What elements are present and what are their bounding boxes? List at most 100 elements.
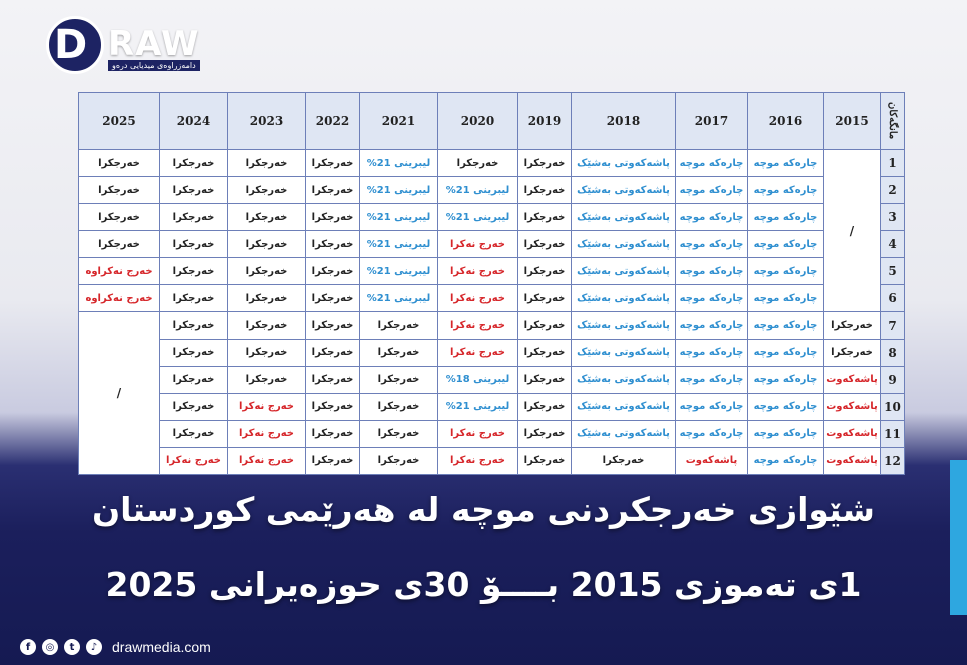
cell-2016: چارەکە موچە xyxy=(747,338,824,367)
cell-2015: پاشەکەوت xyxy=(823,365,881,394)
cell-2016: چارەکە موچە xyxy=(747,365,824,394)
cell-2024: خەرجکرا xyxy=(159,176,228,205)
cell-2020: لیبرینی 18% xyxy=(437,365,518,394)
website-link[interactable]: drawmedia.com xyxy=(112,639,211,655)
cell-2018: پاشەکەوتی بەشێک xyxy=(571,203,676,232)
cell-2023: خەرج نەکرا xyxy=(227,446,306,476)
cell-2018: پاشەکەوتی بەشێک xyxy=(571,338,676,367)
cell-2024: خەرجکرا xyxy=(159,203,228,232)
cell-2016: چارەکە موچە xyxy=(747,148,824,178)
month-number: 9 xyxy=(880,365,905,394)
cell-2025: خەرج نەکراوە xyxy=(78,257,160,286)
cell-2024: خەرجکرا xyxy=(159,257,228,286)
cell-2019: خەرجکرا xyxy=(517,392,572,421)
cell-2017: چارەکە موچە xyxy=(675,419,748,448)
cell-2020: خەرج نەکرا xyxy=(437,284,518,313)
cell-2019: خەرجکرا xyxy=(517,257,572,286)
month-number: 12 xyxy=(880,446,905,476)
cell-2020: خەرج نەکرا xyxy=(437,230,518,259)
cell-2020: خەرجکرا xyxy=(437,148,518,178)
cell-2017: پاشەکەوت xyxy=(675,446,748,476)
cell-2016: چارەکە موچە xyxy=(747,311,824,340)
cell-2020: لیبرینی 21% xyxy=(437,176,518,205)
table-row: خەرجکرا خەرجکرا خەرجکرا خەرجکرا لیبرینی 18% خ… xyxy=(79,365,905,394)
twitter-icon[interactable]: t xyxy=(64,639,80,655)
cell-2019: خەرجکرا xyxy=(517,446,572,476)
cell-2021: خەرجکرا xyxy=(359,338,438,367)
months-header: مانگەکان xyxy=(880,92,905,150)
month-number: 2 xyxy=(880,176,905,205)
cell-2017: چارەکە موچە xyxy=(675,230,748,259)
cell-2022: خەرجکرا xyxy=(305,257,360,286)
cell-2016: چارەکە موچە xyxy=(747,392,824,421)
month-number: 7 xyxy=(880,311,905,340)
cell-2024: خەرجکرا xyxy=(159,148,228,178)
month-number: 4 xyxy=(880,230,905,259)
salary-table: 2025 2024 2023 2022 2021 2020 2019 2018 2017 2016… xyxy=(78,92,905,476)
cell-2018: پاشەکەوتی بەشێک xyxy=(571,284,676,313)
tiktok-icon[interactable]: ♪ xyxy=(86,639,102,655)
draw-logo: D RAW دامەزراوەی میدیایی درەو xyxy=(46,16,216,78)
cell-2023: خەرج نەکرا xyxy=(227,392,306,421)
table-row: خەرجکرا خەرج نەکرا خەرجکرا خەرجکرا خەرج نەکر… xyxy=(79,419,905,448)
cell-2025: خەرجکرا xyxy=(78,230,160,259)
cell-2020: لیبرینی 21% xyxy=(437,392,518,421)
month-number: 10 xyxy=(880,392,905,421)
cell-2022: خەرجکرا xyxy=(305,203,360,232)
cell-2024: خەرجکرا xyxy=(159,365,228,394)
month-number: 5 xyxy=(880,257,905,286)
cell-2017: چارەکە موچە xyxy=(675,338,748,367)
cell-2024: خەرج نەکرا xyxy=(159,446,228,476)
cell-2016: چارەکە موچە xyxy=(747,284,824,313)
cell-2017: چارەکە موچە xyxy=(675,392,748,421)
cell-2019: خەرجکرا xyxy=(517,203,572,232)
cell-2025: خەرجکرا xyxy=(78,203,160,232)
cell-2022: خەرجکرا xyxy=(305,419,360,448)
cell-2021: لیبرینی 21% xyxy=(359,230,438,259)
table-row: خەرجکرا خەرج نەکرا خەرجکرا خەرجکرا لیبرینی 2… xyxy=(79,392,905,421)
cell-2019: خەرجکرا xyxy=(517,338,572,367)
cell-2019: خەرجکرا xyxy=(517,365,572,394)
cell-2021: خەرجکرا xyxy=(359,419,438,448)
cell-2021: لیبرینی 21% xyxy=(359,148,438,178)
cell-2017: چارەکە موچە xyxy=(675,284,748,313)
cell-2022: خەرجکرا xyxy=(305,392,360,421)
instagram-icon[interactable]: ◎ xyxy=(42,639,58,655)
cell-2023: خەرجکرا xyxy=(227,176,306,205)
year-header-2019: 2019 xyxy=(517,92,572,150)
cell-2019: خەرجکرا xyxy=(517,148,572,178)
year-header-2024: 2024 xyxy=(159,92,228,150)
cell-2017: چارەکە موچە xyxy=(675,365,748,394)
cell-2022: خەرجکرا xyxy=(305,148,360,178)
cell-2016: چارەکە موچە xyxy=(747,257,824,286)
cell-2016: چارەکە موچە xyxy=(747,419,824,448)
cell-2023: خەرجکرا xyxy=(227,365,306,394)
table-row: خەرج نەکرا خەرج نەکرا خەرجکرا خەرجکرا خەرج ن… xyxy=(79,446,905,476)
cell-2024: خەرجکرا xyxy=(159,392,228,421)
cell-2019: خەرجکرا xyxy=(517,419,572,448)
cell-2020: خەرج نەکرا xyxy=(437,338,518,367)
cell-2022: خەرجکرا xyxy=(305,230,360,259)
cell-2022: خەرجکرا xyxy=(305,365,360,394)
year-header-2021: 2021 xyxy=(359,92,438,150)
month-number: 1 xyxy=(880,148,905,178)
cell-2016: چارەکە موچە xyxy=(747,203,824,232)
cell-2025: خەرج نەکراوە xyxy=(78,284,160,313)
cell-2023: خەرجکرا xyxy=(227,203,306,232)
cell-2021: خەرجکرا xyxy=(359,311,438,340)
cell-2022: خەرجکرا xyxy=(305,311,360,340)
table-row: خەرجکرا خەرجکرا خەرجکرا خەرجکرا لیبرینی 21% خ… xyxy=(78,148,905,313)
facebook-icon[interactable]: f xyxy=(20,639,36,655)
year-header-2025: 2025 xyxy=(78,92,160,150)
cell-2015: پاشەکەوت xyxy=(823,392,881,421)
cell-2015: خەرجکرا xyxy=(823,338,881,367)
cell-2024: خەرجکرا xyxy=(159,419,228,448)
cell-2016: چارەکە موچە xyxy=(747,176,824,205)
cell-2024: خەرجکرا xyxy=(159,284,228,313)
month-number: 11 xyxy=(880,419,905,448)
cell-2016: چارەکە موچە xyxy=(747,446,824,476)
cell-2018: پاشەکەوتی بەشێک xyxy=(571,176,676,205)
cell-2021: خەرجکرا xyxy=(359,365,438,394)
cell-2015: پاشەکەوت xyxy=(823,419,881,448)
cell-2021: لیبرینی 21% xyxy=(359,257,438,286)
